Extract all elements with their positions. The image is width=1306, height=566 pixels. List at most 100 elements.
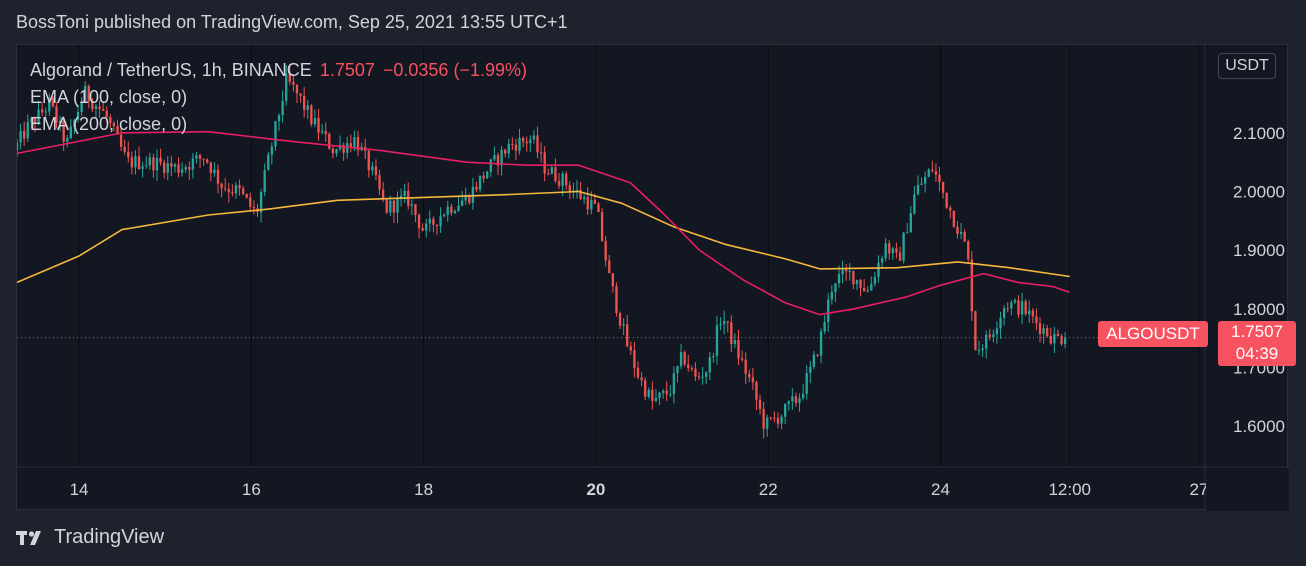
candle-down [87, 85, 90, 102]
candle-down [324, 131, 327, 134]
ema100-legend[interactable]: EMA (100, close, 0) [30, 87, 188, 107]
candle-down [299, 93, 302, 96]
tradingview-brand[interactable]: TradingView [54, 526, 165, 548]
candle-down [137, 156, 141, 170]
candle-up [812, 354, 816, 367]
candle-down [170, 163, 173, 167]
price-tick-label: 1.8000 [1233, 300, 1285, 319]
candle-down [1060, 336, 1063, 345]
candle-up [274, 121, 277, 147]
candle-down [769, 417, 772, 419]
candle-down [33, 118, 37, 124]
candle-up [798, 398, 801, 403]
candle-up [708, 357, 711, 373]
candle-down [636, 367, 640, 378]
candle-down [209, 162, 213, 174]
candle-down [421, 227, 424, 231]
candle-up [1063, 337, 1067, 345]
candle-up [94, 106, 98, 110]
candle-up [801, 393, 805, 399]
candle-up [439, 216, 442, 227]
candle-up [672, 373, 676, 395]
time-tick-label: 12:00 [1048, 480, 1091, 499]
candle-down [435, 224, 439, 227]
candle-down [748, 373, 751, 378]
candle-down [751, 377, 755, 383]
time-tick-label: 14 [70, 480, 89, 499]
candle-down [740, 358, 744, 360]
legend-change: −0.0356 (−1.99%) [382, 60, 527, 80]
time-tick-label: 16 [242, 480, 261, 499]
candle-up [909, 213, 912, 233]
last-price-symbol: ALGOUSDT [1098, 321, 1208, 347]
candle-up [460, 200, 464, 206]
candle-up [1002, 308, 1006, 318]
candle-down [974, 311, 977, 351]
candle-up [84, 85, 87, 102]
candle-down [378, 175, 381, 190]
candle-up [891, 248, 895, 254]
candle-down [331, 148, 335, 154]
candle-down [231, 192, 234, 194]
candle-up [906, 232, 909, 234]
candle-up [270, 146, 274, 155]
candle-down [755, 382, 758, 400]
currency-button[interactable]: USDT [1218, 53, 1276, 79]
candle-down [687, 364, 690, 369]
candle-up [48, 97, 51, 112]
legend-price: 1.7507 [319, 60, 375, 80]
candle-up [457, 205, 460, 211]
candle-down [952, 210, 956, 227]
candle-down [895, 248, 898, 253]
candle-up [590, 199, 593, 210]
candle-down [109, 116, 112, 123]
candle-up [80, 101, 83, 112]
candle-down [202, 158, 205, 160]
candle-up [259, 191, 263, 213]
candle-up [1013, 300, 1017, 303]
candle-down [626, 324, 629, 347]
ema200-legend[interactable]: EMA (200, close, 0) [30, 114, 188, 134]
candle-down [629, 346, 632, 351]
candle-up [855, 280, 859, 285]
candle-down [579, 189, 582, 199]
candle-up [791, 396, 794, 402]
candle-up [471, 186, 475, 203]
candle-down [414, 204, 417, 215]
candle-up [669, 394, 672, 396]
candle-down [862, 287, 866, 291]
candle-down [310, 105, 313, 125]
candle-up [184, 166, 187, 170]
candle-down [152, 157, 155, 171]
candle-down [694, 368, 697, 377]
candle-down [198, 155, 202, 159]
candle-down [98, 106, 101, 110]
candle-up [827, 299, 830, 322]
candle-down [683, 352, 686, 365]
candle-up [715, 325, 719, 357]
candle-up [823, 321, 826, 332]
candle-up [1010, 302, 1013, 309]
candle-down [956, 226, 959, 235]
candle-down [557, 181, 561, 186]
candle-up [679, 352, 683, 367]
candle-down [963, 231, 966, 242]
candle-down [568, 185, 571, 192]
candle-down [238, 185, 241, 189]
candle-down [220, 183, 223, 189]
chart-pane[interactable]: 2.1000 2.0000 1.9000 1.8000 1.7000 1.6000 14 16… [16, 44, 1289, 511]
candle-down [726, 321, 729, 323]
candle-down [776, 418, 780, 424]
symbol-row[interactable]: Algorand / TetherUS, 1h, BINANCE 1.7507 −0… [30, 57, 527, 84]
candle-down [116, 126, 119, 135]
time-tick-label: 22 [759, 480, 778, 499]
candle-down [62, 120, 65, 142]
candle-up [873, 276, 877, 284]
candle-down [597, 203, 600, 213]
candle-up [920, 183, 923, 185]
candle-down [91, 101, 94, 110]
candle-up [37, 109, 40, 124]
candle-down [475, 186, 478, 190]
last-price-value: 1.7507 04:39 [1218, 321, 1296, 366]
